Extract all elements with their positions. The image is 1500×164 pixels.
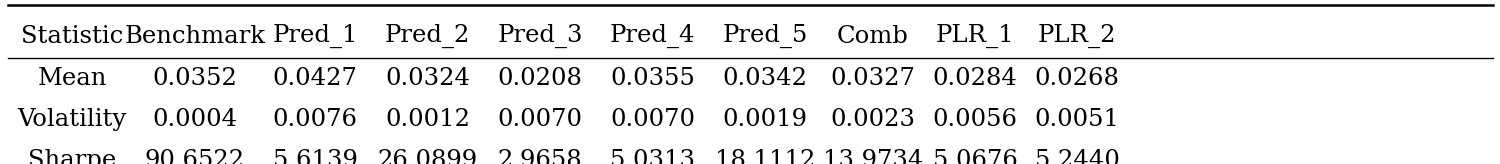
Text: 0.0070: 0.0070 (498, 108, 582, 131)
Text: PLR_1: PLR_1 (936, 24, 1014, 48)
Text: 0.0324: 0.0324 (386, 67, 470, 90)
Text: Statistic: Statistic (21, 25, 123, 48)
Text: 0.0268: 0.0268 (1035, 67, 1119, 90)
Text: Comb: Comb (837, 25, 909, 48)
Text: 13.9734: 13.9734 (824, 149, 922, 164)
Text: 0.0004: 0.0004 (153, 108, 237, 131)
Text: 0.0019: 0.0019 (723, 108, 807, 131)
Text: 0.0023: 0.0023 (831, 108, 915, 131)
Text: 0.0012: 0.0012 (386, 108, 470, 131)
Text: Pred_5: Pred_5 (723, 24, 807, 48)
Text: 0.0352: 0.0352 (153, 67, 237, 90)
Text: 90.6522: 90.6522 (146, 149, 244, 164)
Text: 5.0676: 5.0676 (933, 149, 1017, 164)
Text: Pred_4: Pred_4 (609, 24, 694, 48)
Text: 5.6139: 5.6139 (273, 149, 357, 164)
Text: Pred_2: Pred_2 (386, 24, 470, 48)
Text: Pred_3: Pred_3 (496, 24, 582, 48)
Text: 26.0899: 26.0899 (378, 149, 477, 164)
Text: 2.9658: 2.9658 (498, 149, 582, 164)
Text: 0.0427: 0.0427 (273, 67, 357, 90)
Text: 0.0284: 0.0284 (933, 67, 1017, 90)
Text: 0.0327: 0.0327 (831, 67, 915, 90)
Text: 0.0342: 0.0342 (723, 67, 807, 90)
Text: 0.0076: 0.0076 (273, 108, 357, 131)
Text: 0.0208: 0.0208 (498, 67, 582, 90)
Text: 0.0056: 0.0056 (933, 108, 1017, 131)
Text: 0.0355: 0.0355 (610, 67, 695, 90)
Text: Mean: Mean (38, 67, 106, 90)
Text: Benchmark: Benchmark (124, 25, 266, 48)
Text: 5.2440: 5.2440 (1035, 149, 1119, 164)
Text: 18.1112: 18.1112 (716, 149, 815, 164)
Text: 0.0051: 0.0051 (1035, 108, 1119, 131)
Text: PLR_2: PLR_2 (1038, 24, 1116, 48)
Text: Volatility: Volatility (18, 108, 126, 131)
Text: Pred_1: Pred_1 (273, 24, 357, 48)
Text: 5.0313: 5.0313 (610, 149, 695, 164)
Text: Sharpe: Sharpe (28, 149, 116, 164)
Text: 0.0070: 0.0070 (610, 108, 695, 131)
